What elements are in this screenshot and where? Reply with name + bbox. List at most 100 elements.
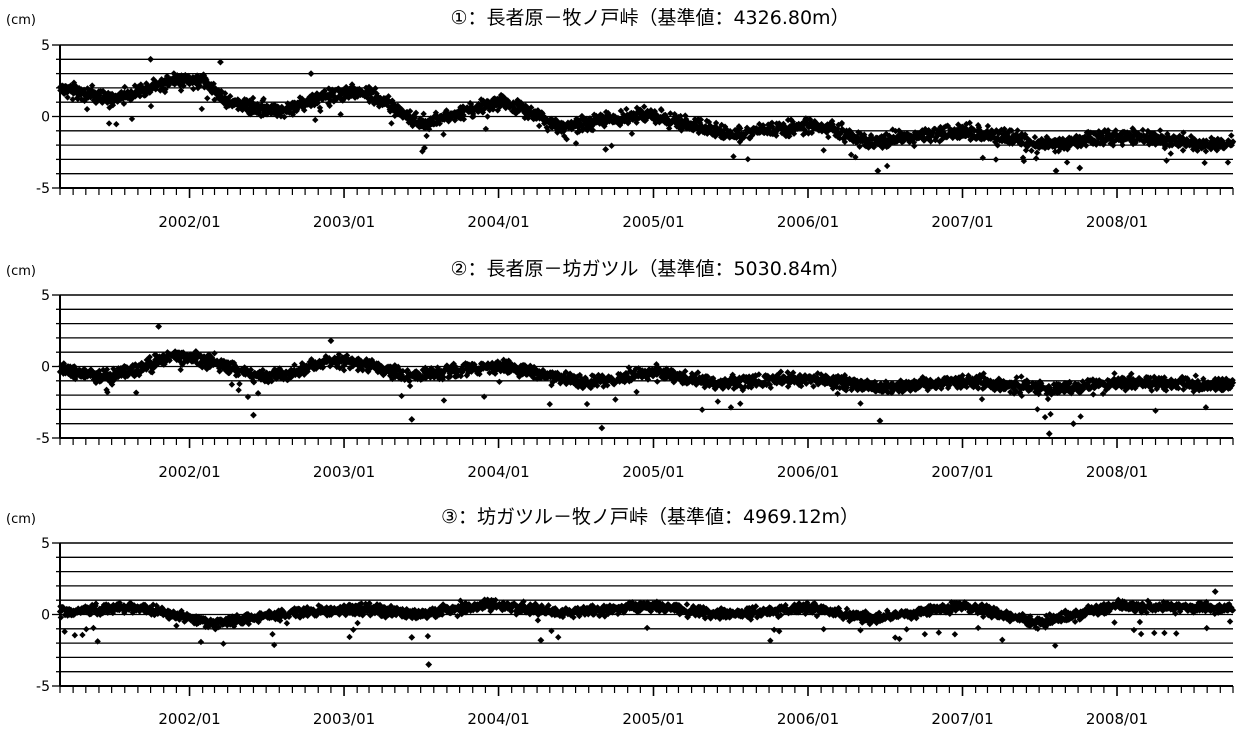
data-point (235, 106, 242, 113)
data-point (607, 113, 614, 121)
data-point (406, 107, 414, 115)
data-point (991, 130, 998, 137)
data-point (691, 116, 699, 123)
data-point (876, 141, 883, 149)
data-point (1003, 136, 1010, 143)
data-point (1119, 141, 1126, 149)
data-point (584, 127, 591, 134)
data-point (608, 142, 615, 149)
data-point (864, 137, 872, 144)
data-point (676, 120, 683, 127)
data-point (460, 116, 468, 123)
data-point (786, 129, 793, 137)
data-point (242, 371, 249, 378)
data-point (925, 135, 933, 143)
data-point (201, 355, 208, 362)
data-point (385, 93, 392, 100)
data-point (552, 116, 559, 123)
data-point (759, 122, 767, 129)
data-point (535, 122, 543, 130)
data-point (1174, 139, 1182, 147)
data-point (260, 95, 267, 103)
data-point (477, 96, 485, 103)
data-point (737, 400, 744, 407)
data-point (658, 107, 665, 114)
data-point (1087, 129, 1094, 136)
data-point (697, 116, 705, 123)
data-points (56, 55, 1237, 175)
data-point (735, 123, 743, 130)
data-point (1111, 370, 1118, 377)
data-point (931, 125, 939, 133)
data-point (1062, 142, 1069, 149)
data-point (482, 125, 490, 133)
data-point (1162, 143, 1169, 150)
data-point (838, 119, 846, 127)
data-point (1179, 147, 1187, 154)
data-point (743, 129, 750, 137)
data-point (165, 81, 172, 89)
data-point (1158, 138, 1165, 146)
data-point (1064, 146, 1071, 153)
data-point (425, 126, 433, 133)
data-point (510, 104, 517, 111)
data-point (712, 119, 720, 127)
data-point (211, 350, 218, 357)
data-point (221, 90, 229, 97)
data-point (140, 366, 147, 374)
data-point (120, 100, 128, 107)
data-point (633, 119, 640, 126)
data-point (1171, 137, 1179, 144)
data-point (626, 113, 633, 120)
data-point (553, 122, 561, 129)
data-point (924, 129, 931, 137)
data-point (508, 101, 516, 109)
data-point (883, 162, 891, 170)
data-point (475, 100, 482, 108)
data-point (1093, 141, 1100, 148)
chart-title: ①：長者原－牧ノ戸峠（基準値：4326.80m） (450, 7, 849, 29)
data-point (695, 129, 702, 137)
data-point (744, 155, 752, 163)
data-point (500, 94, 508, 101)
x-tick-label: 2004/01 (467, 463, 529, 481)
data-point (993, 127, 1000, 134)
data-point (714, 398, 722, 405)
data-point (103, 366, 111, 373)
data-point (484, 113, 491, 120)
data-point (855, 135, 862, 143)
data-point (440, 131, 447, 138)
data-point (326, 102, 333, 110)
data-point (1220, 144, 1228, 152)
data-point (231, 362, 239, 369)
data-point (105, 89, 112, 97)
data-point (1014, 127, 1021, 134)
data-point (190, 85, 197, 93)
data-point (370, 100, 378, 108)
data-point (847, 151, 855, 158)
data-point (1228, 142, 1235, 149)
data-point (749, 131, 756, 138)
data-point (865, 144, 872, 151)
y-tick-label: 0 (41, 360, 50, 376)
data-point (730, 153, 737, 160)
y-unit-label: (cm) (6, 13, 36, 28)
data-point (696, 126, 703, 133)
data-point (633, 388, 640, 396)
data-point (104, 388, 111, 396)
data-point (958, 126, 965, 133)
data-point (108, 93, 115, 100)
data-point (1096, 140, 1104, 147)
data-point (128, 115, 136, 123)
data-point (640, 103, 648, 110)
data-point (1041, 413, 1049, 421)
data-point (527, 104, 535, 111)
data-point (1063, 159, 1071, 166)
data-point (119, 95, 127, 102)
data-point (198, 105, 206, 113)
data-point (103, 386, 110, 394)
data-point (136, 92, 144, 100)
data-point (707, 122, 714, 130)
